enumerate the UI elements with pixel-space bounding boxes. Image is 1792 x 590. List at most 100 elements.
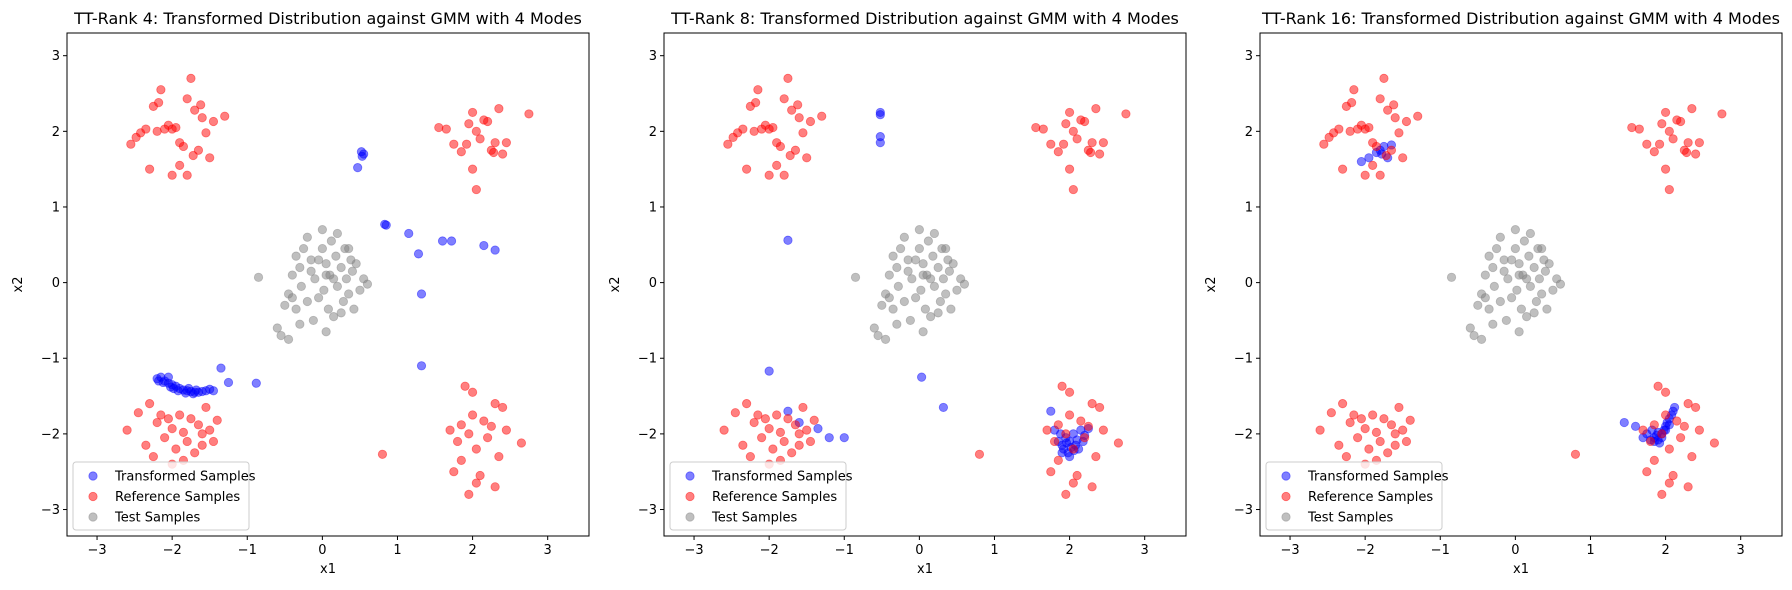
reference-samples-point: [1660, 107, 1671, 118]
transformed-samples-point: [938, 402, 949, 413]
reference-samples-point: [1038, 124, 1048, 134]
test-samples-point: [888, 251, 898, 261]
reference-samples-point: [779, 94, 789, 104]
transformed-samples-point: [839, 433, 849, 443]
test-samples-point: [310, 274, 320, 284]
test-samples-point: [1476, 334, 1487, 344]
test-samples-point: [1480, 270, 1490, 280]
reference-samples-point: [745, 451, 755, 462]
reference-samples-point: [1087, 138, 1097, 148]
reference-samples-point: [809, 415, 819, 425]
test-samples-point: [1507, 255, 1517, 265]
test-samples-point: [1465, 323, 1475, 333]
reference-samples-point: [1660, 164, 1671, 174]
reference-samples-point: [1375, 94, 1385, 104]
reference-samples-point: [1058, 139, 1069, 149]
reference-samples-point: [1068, 444, 1078, 454]
transformed-samples-point: [169, 383, 179, 394]
x-axis-label: x1: [917, 562, 933, 577]
reference-samples-point: [193, 145, 204, 155]
test-samples-point: [1488, 319, 1498, 329]
test-samples-point: [1446, 272, 1457, 282]
reference-samples-point: [1398, 153, 1408, 163]
x-tick-label: 0: [318, 543, 326, 558]
test-samples-point: [1544, 259, 1554, 269]
reference-samples-legend-marker: [1281, 491, 1291, 502]
chart-panel-2: TT-Rank 8: Transformed Distribution agai…: [608, 9, 1187, 577]
x-axis-label: x1: [320, 562, 336, 577]
reference-samples-point: [1345, 126, 1355, 136]
reference-samples-point: [490, 138, 500, 148]
transformed-samples-point: [357, 151, 367, 161]
test-samples-point: [351, 259, 361, 269]
test-samples-legend-marker: [685, 512, 695, 522]
x-tick-label: 3: [544, 543, 552, 558]
test-samples-point: [918, 327, 928, 337]
test-samples-point: [1510, 243, 1520, 254]
reference-samples-point: [1683, 482, 1693, 492]
transformed-samples-point: [1630, 421, 1641, 431]
test-samples-point: [347, 266, 358, 276]
reference-samples-point: [205, 425, 215, 435]
test-samples-legend-label: Test Samples: [711, 511, 797, 526]
reference-samples-point: [1087, 399, 1097, 409]
reference-samples-point: [1098, 138, 1108, 148]
reference-samples-point: [471, 126, 481, 136]
reference-samples-point: [498, 402, 508, 413]
test-samples-point: [319, 285, 329, 295]
test-samples-point: [1507, 293, 1517, 303]
reference-samples-point: [483, 433, 493, 443]
reference-samples-point: [772, 410, 782, 420]
reference-samples-point: [1091, 104, 1101, 114]
chart-title: TT-Rank 4: Transformed Distribution agai…: [73, 9, 582, 28]
transformed-samples-point: [191, 385, 201, 395]
test-samples-legend-label: Test Samples: [1307, 511, 1393, 526]
test-samples-point: [308, 315, 318, 326]
reference-samples-point: [141, 440, 151, 450]
test-samples-point: [1529, 262, 1539, 273]
axes-frame: [663, 32, 1187, 537]
x-tick-label: 1: [393, 543, 401, 558]
test-samples-point: [1503, 274, 1513, 284]
reference-samples-point: [449, 467, 459, 477]
x-axis-label: x1: [1513, 562, 1529, 577]
reference-samples-point: [1053, 455, 1063, 465]
transformed-samples-point: [479, 240, 489, 251]
test-samples-point: [1484, 251, 1494, 261]
test-samples-point: [1524, 251, 1534, 261]
test-samples-point: [317, 225, 327, 235]
reference-samples-point: [494, 104, 504, 114]
y-tick-label: 2: [649, 125, 657, 140]
test-samples-point: [329, 312, 339, 322]
test-samples-point: [338, 296, 348, 307]
transformed-samples-legend-label: Transformed Samples: [114, 470, 256, 485]
test-samples-point: [1522, 312, 1532, 322]
reference-samples-point: [178, 141, 189, 152]
reference-samples-point: [1349, 410, 1359, 420]
test-samples-point: [926, 312, 936, 322]
reference-samples-point: [1121, 109, 1131, 119]
transformed-samples-point: [154, 376, 164, 386]
test-samples-point: [280, 300, 290, 310]
test-samples-point: [336, 308, 346, 318]
transformed-samples-point: [216, 363, 226, 373]
test-samples-point: [355, 285, 365, 295]
transformed-samples-legend-marker: [88, 471, 98, 481]
reference-samples-point: [751, 97, 761, 108]
test-samples-point: [291, 251, 301, 261]
y-tick-label: 1: [649, 200, 657, 215]
reference-samples-point: [163, 414, 173, 424]
reference-samples-point: [779, 436, 789, 447]
reference-samples-point: [490, 482, 500, 492]
test-samples-point: [1488, 262, 1498, 273]
reference-samples-point: [449, 139, 459, 149]
reference-samples-point: [1394, 402, 1404, 413]
axes-frame: [1259, 32, 1783, 537]
reference-samples-point: [1042, 425, 1052, 435]
reference-samples-point: [1383, 448, 1393, 458]
test-samples-point: [1514, 270, 1524, 280]
test-samples-point: [911, 255, 921, 265]
reference-samples-point: [175, 410, 185, 420]
test-samples-point: [899, 296, 909, 307]
test-samples-point: [959, 279, 970, 289]
